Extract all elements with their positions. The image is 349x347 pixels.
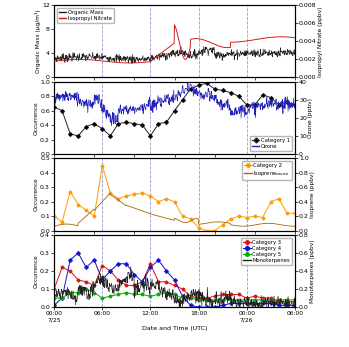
X-axis label: Date and Time (UTC): Date and Time (UTC) [142, 326, 207, 331]
Y-axis label: Isopropyl Nitrate (ppbv): Isopropyl Nitrate (ppbv) [318, 6, 323, 77]
Y-axis label: Isoprene (ppbv): Isoprene (ppbv) [310, 171, 315, 218]
Y-axis label: Organic Mass (μg/m³): Organic Mass (μg/m³) [35, 9, 41, 73]
Legend: Category 2, Isoprene$_{\rm source}$: Category 2, Isoprene$_{\rm source}$ [242, 161, 292, 180]
Legend: Organic Mass, Isopropyl Nitrate: Organic Mass, Isopropyl Nitrate [57, 8, 114, 23]
Y-axis label: Occurrence: Occurrence [34, 178, 39, 211]
Y-axis label: Occurrence: Occurrence [34, 254, 39, 288]
Legend: Category 1, Ozone: Category 1, Ozone [250, 136, 292, 151]
Y-axis label: Ozone (ppbv): Ozone (ppbv) [308, 98, 313, 138]
Y-axis label: Occurrence: Occurrence [34, 101, 39, 135]
Legend: Category 3, Category 4, Category 5, Monoterpenes: Category 3, Category 4, Category 5, Mono… [241, 237, 292, 265]
Y-axis label: Monoterpenes (ppbv): Monoterpenes (ppbv) [310, 239, 315, 303]
